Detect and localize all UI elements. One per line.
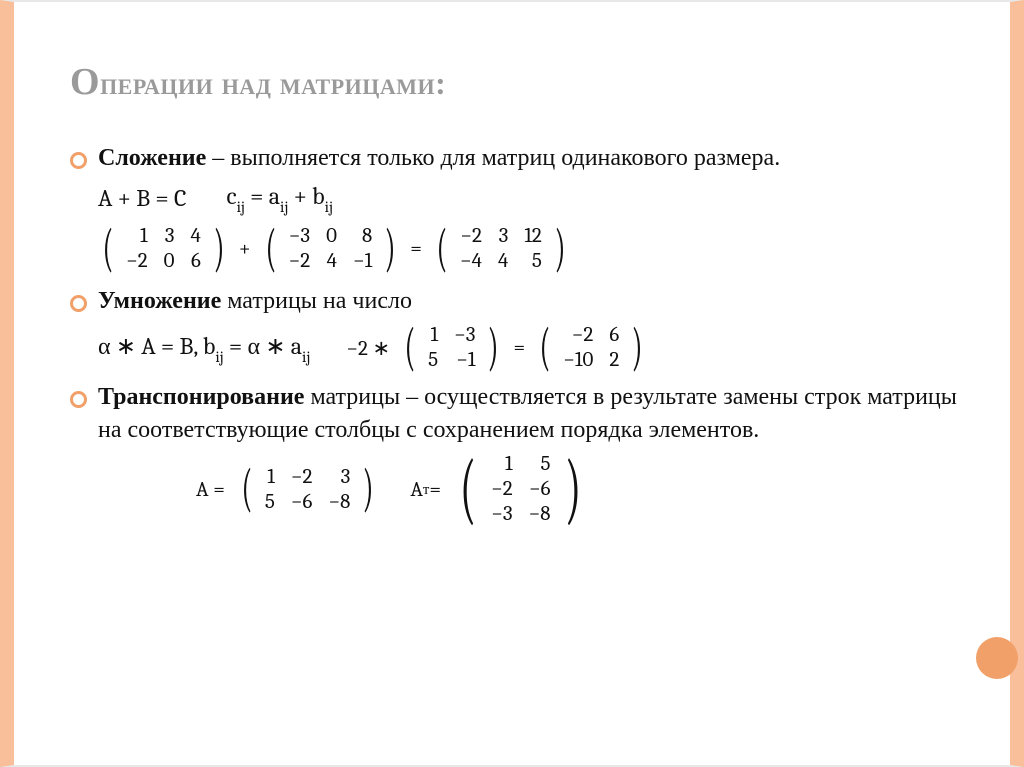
matrix-A-scalar: (1−35−1) (400, 323, 503, 373)
matrix-A-add: (134−206) (98, 224, 229, 274)
formula-addition-numeric: (134−206) + (−308−24−1) = (−2312−445) (98, 224, 984, 274)
matrix-A-trans: (1−235−6−8) (237, 465, 378, 515)
matrix-B-add: (−308−24−1) (261, 224, 401, 274)
bullet-list: Сложение – выполняется только для матриц… (70, 142, 984, 528)
matrix-B-scalar: (−26−102) (535, 323, 647, 373)
matrix-AT-trans: (15−2−6−3−8) (453, 452, 589, 528)
text-addition: – выполняется только для матриц одинаков… (206, 145, 780, 171)
term-transpose: Транспонирование (98, 384, 304, 410)
addition-eq-element: cij = aij + bij (226, 182, 332, 214)
eq-op-scalar: = (508, 336, 532, 360)
accent-dot (976, 637, 1018, 679)
slide-content: Операции над матрицами: Сложение – выпол… (70, 60, 984, 538)
eq-op: = (404, 237, 428, 261)
term-addition: Сложение (98, 145, 206, 171)
title-text: перации над матрицами: (100, 65, 446, 101)
matrix-C-add: (−2312−445) (432, 224, 570, 274)
plus-op: + (233, 237, 257, 261)
addition-eq-matrix: A + B = C (98, 184, 186, 212)
scalar-prefix: −2 ∗ (340, 336, 396, 361)
A-label: A = (190, 478, 231, 502)
formula-scalar: α ∗ A = B, bij = α ∗ aij −2 ∗ (1−35−1) =… (98, 323, 984, 373)
scalar-eq-symbolic: α ∗ A = B, bij = α ∗ aij (98, 332, 310, 364)
bullet-scalar: Умножение матрицы на число (70, 285, 984, 317)
formula-transpose: A = (1−235−6−8) Aт = (15−2−6−3−8) (190, 452, 984, 528)
AT-label: Aт = (404, 478, 447, 502)
term-scalar: Умножение (98, 288, 221, 314)
bullet-transpose: Транспонирование матрицы – осуществляетс… (70, 381, 984, 446)
slide-title: Операции над матрицами: (70, 60, 984, 104)
text-scalar: матрицы на число (221, 288, 412, 314)
scalar-eq-numeric: −2 ∗ (1−35−1) = (−26−102) (340, 323, 647, 373)
formula-addition-symbolic: A + B = C cij = aij + bij (98, 182, 984, 214)
bullet-addition: Сложение – выполняется только для матриц… (70, 142, 984, 174)
